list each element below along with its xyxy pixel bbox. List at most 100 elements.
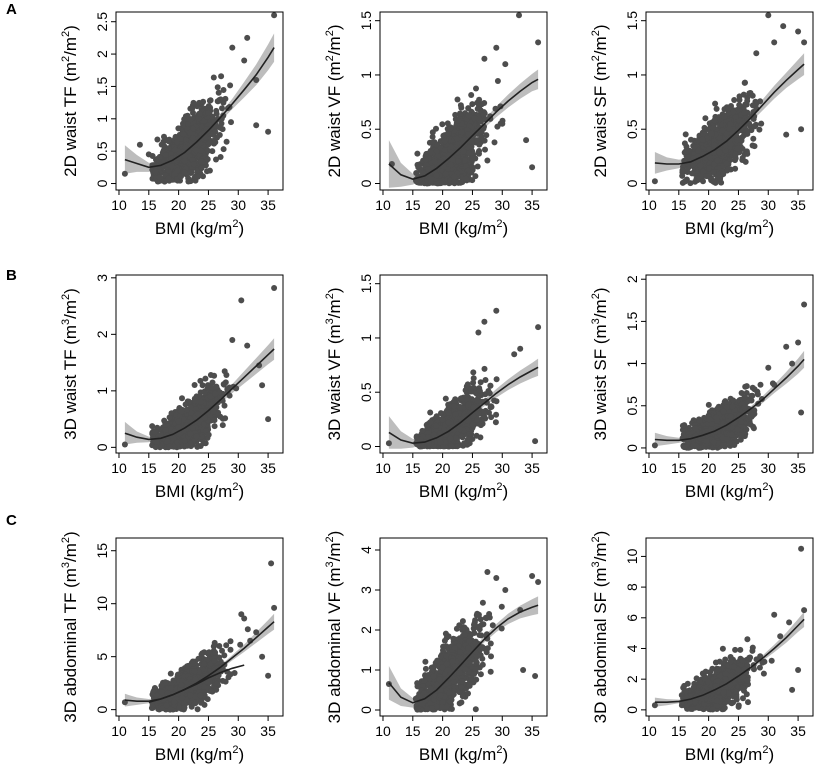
x-axis-label-base: BMI (kg/m — [155, 219, 232, 238]
scatter-point — [487, 390, 493, 396]
outlier-point — [146, 151, 152, 157]
outlier-point — [271, 285, 277, 291]
scatter-point — [695, 148, 701, 154]
scatter-point — [193, 147, 199, 153]
scatter-point — [192, 382, 198, 388]
scatter-point — [447, 126, 453, 132]
y-axis-label-mid: /m — [61, 37, 80, 56]
scatter-point — [481, 100, 487, 106]
scatter-point — [475, 416, 481, 422]
scatter-point — [487, 383, 493, 389]
x-axis-label-base: BMI (kg/m — [419, 482, 496, 501]
outlier-point — [481, 56, 487, 62]
scatter-point — [189, 106, 195, 112]
scatter-point — [462, 157, 468, 163]
scatter-point — [154, 439, 160, 445]
outlier-point — [137, 142, 143, 148]
scatter-point — [433, 423, 439, 429]
y-tick-label: 1 — [358, 71, 374, 79]
outlier-point — [801, 39, 807, 45]
scatter-point — [427, 419, 433, 425]
y-tick-label: 2 — [94, 330, 110, 338]
outlier-point — [535, 324, 541, 330]
y-axis-label-prefix: 2D waist VF (m — [325, 61, 344, 177]
x-axis-label: BMI (kg/m2) — [155, 218, 244, 238]
scatter-point — [750, 143, 756, 149]
scatter-point — [495, 78, 501, 84]
outlier-point — [771, 39, 777, 45]
x-tick-label: 10 — [111, 460, 127, 476]
y-tick-label: 0 — [94, 443, 110, 451]
x-tick-label: 25 — [201, 197, 217, 213]
outlier-point — [229, 337, 235, 343]
scatter-point — [448, 443, 454, 449]
scatter-point — [470, 422, 476, 428]
scatter-point — [212, 391, 218, 397]
x-axis-label: BMI (kg/m2) — [419, 481, 508, 501]
scatter-point — [439, 121, 445, 127]
scatter-point — [215, 410, 221, 416]
y-axis-label-mid: /m — [61, 300, 80, 319]
scatter-point — [482, 366, 488, 372]
y-axis-label-close: ) — [591, 25, 610, 31]
y-axis-label: 3D waist VF (m3/m2) — [324, 288, 344, 441]
x-tick-label: 10 — [111, 197, 127, 213]
scatter-point — [451, 174, 457, 180]
scatter-point — [744, 102, 750, 108]
scatter-point — [721, 114, 727, 120]
y-tick-label: 0 — [358, 442, 374, 450]
y-tick-label: 0.5 — [358, 382, 374, 402]
scatter-point — [198, 159, 204, 165]
scatter-point — [476, 97, 482, 103]
scatter-point — [166, 176, 172, 182]
x-tick-label: 30 — [494, 460, 510, 476]
scatter-point — [185, 179, 191, 185]
scatter-point — [724, 161, 730, 167]
x-tick-label: 30 — [230, 460, 246, 476]
scatter-point — [712, 101, 718, 107]
outlier-point — [765, 12, 771, 18]
scatter-point — [153, 444, 159, 450]
outlier-point — [499, 121, 505, 127]
scatter-point — [425, 166, 431, 172]
scatter-point — [221, 146, 227, 152]
y-tick-label: 2 — [94, 50, 110, 58]
scatter-point — [726, 126, 732, 132]
scatter-point — [493, 419, 499, 425]
scatter-point — [488, 414, 494, 420]
x-tick-label: 25 — [465, 460, 481, 476]
scatter-point — [170, 435, 176, 441]
scatter-point — [161, 134, 167, 140]
y-axis-label: 2D waist VF (m2/m2) — [324, 25, 344, 178]
scatter-point — [152, 429, 158, 435]
scatter-point — [457, 405, 463, 411]
scatter-point — [183, 401, 189, 407]
scatter-point — [445, 419, 451, 425]
scatter-point — [734, 137, 740, 143]
y-axis-label: 2D waist TF (m2/m2) — [60, 25, 80, 177]
scatter-point — [452, 112, 458, 118]
scatter-point — [451, 403, 457, 409]
outlier-point — [475, 330, 481, 336]
y-tick-label: 0.5 — [624, 119, 640, 139]
outlier-point — [780, 23, 786, 29]
scatter-point — [679, 173, 685, 179]
scatter-point — [460, 149, 466, 155]
scatter-point — [717, 149, 723, 155]
y-axis-label: 2D waist SF (m2/m2) — [590, 25, 610, 178]
outlier-point — [493, 45, 499, 51]
scatter-point — [728, 142, 734, 148]
scatter-point — [458, 102, 464, 108]
y-axis-label-close: ) — [325, 25, 344, 31]
scatter-point — [167, 414, 173, 420]
x-tick-label: 35 — [260, 460, 276, 476]
scatter-point — [698, 163, 704, 169]
scatter-point — [700, 178, 706, 184]
scatter-point — [219, 105, 225, 111]
scatter-point — [210, 409, 216, 415]
scatter-point — [207, 140, 213, 146]
scatter-point — [680, 167, 686, 173]
